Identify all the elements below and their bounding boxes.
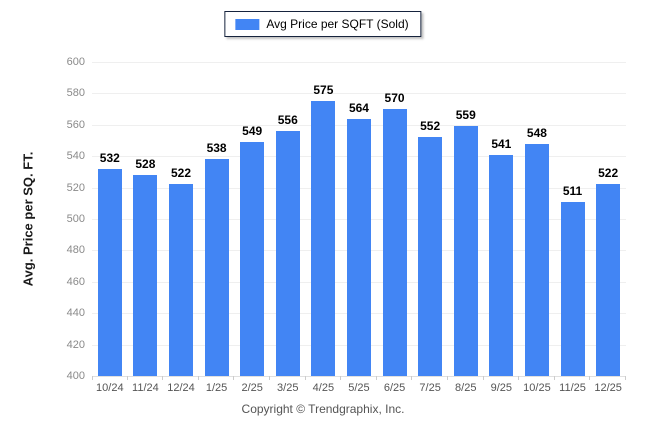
bar-cell: 522 12/24 <box>163 62 199 394</box>
x-axis-tick <box>446 376 448 380</box>
legend-label: Avg Price per SQFT (Sold) <box>266 17 409 31</box>
x-axis-tick <box>340 376 342 380</box>
bar-value-label: 528 <box>135 157 156 172</box>
y-tick-label: 420 <box>66 338 85 351</box>
y-axis-title: Avg. Price per SQ. FT. <box>20 151 36 287</box>
x-axis-tick <box>482 376 484 380</box>
y-tick-label: 520 <box>66 181 85 194</box>
gridline <box>92 93 626 95</box>
bar-cell: 549 2/25 <box>234 62 270 394</box>
bar-value-label: 556 <box>277 113 298 128</box>
bar <box>524 143 549 376</box>
y-tick-label: 440 <box>66 307 85 320</box>
bar-cell: 556 3/25 <box>270 62 306 394</box>
copyright-text: Copyright © Trendgraphix, Inc. <box>241 402 405 416</box>
bar-value-label: 575 <box>313 83 334 98</box>
bar <box>382 109 407 376</box>
plot-area: 400 420 440 460 480 500 520 540 560 580 600 532 10/2… <box>67 56 626 394</box>
x-tick-label: 3/25 <box>277 382 299 394</box>
x-tick-label: 11/24 <box>132 382 159 394</box>
x-axis-tick <box>624 376 626 380</box>
y-tick-label: 560 <box>66 118 85 131</box>
x-tick-label: 2/25 <box>241 382 263 394</box>
bar <box>560 201 585 376</box>
bar-value-label: 564 <box>348 100 369 115</box>
x-tick-label: 10/25 <box>523 382 551 394</box>
bars-row: 532 10/24 528 11/24 522 12/24 538 1/25 549 2/25 55… <box>92 62 626 394</box>
bar <box>133 175 158 376</box>
x-tick-label: 8/25 <box>455 382 477 394</box>
legend: Avg Price per SQFT (Sold) <box>224 11 422 37</box>
x-tick-label: 4/25 <box>312 382 335 394</box>
bar-cell: 511 11/25 <box>555 62 591 394</box>
bar <box>97 168 122 376</box>
bar-value-label: 541 <box>491 136 512 151</box>
bar <box>204 159 229 376</box>
bar <box>453 126 478 376</box>
bar-cell: 570 6/25 <box>377 62 413 394</box>
y-tick-label: 400 <box>66 370 85 382</box>
x-axis-tick <box>126 376 128 380</box>
x-axis-tick <box>553 376 555 380</box>
y-tick-label: 540 <box>66 150 85 163</box>
gridline <box>92 376 626 377</box>
bar <box>168 184 193 376</box>
bar <box>346 118 371 376</box>
bar <box>275 131 300 376</box>
x-tick-label: 5/25 <box>348 382 370 394</box>
bar-value-label: 549 <box>242 124 263 139</box>
bar-cell: 541 9/25 <box>484 62 520 394</box>
x-axis-tick <box>92 376 93 380</box>
x-axis-tick <box>233 376 235 380</box>
x-tick-label: 10/24 <box>96 382 124 394</box>
bar-cell: 538 1/25 <box>199 62 235 394</box>
bar-value-label: 522 <box>170 166 191 181</box>
bar-value-label: 559 <box>455 108 476 123</box>
bar-cell: 532 10/24 <box>92 62 128 394</box>
x-axis-tick <box>518 376 520 380</box>
bar-cell: 528 11/24 <box>128 62 164 394</box>
x-tick-label: 12/24 <box>167 382 195 394</box>
bar <box>596 184 621 376</box>
y-tick-label: 460 <box>66 275 85 288</box>
bar-cell: 564 5/25 <box>341 62 377 394</box>
bar <box>240 142 265 376</box>
x-tick-label: 6/25 <box>383 382 406 394</box>
bar-value-label: 532 <box>99 150 120 165</box>
x-axis-tick <box>304 376 306 380</box>
gridline <box>92 62 626 63</box>
x-tick-label: 7/25 <box>419 382 441 394</box>
y-tick-label: 480 <box>66 244 85 257</box>
bar-value-label: 522 <box>598 166 619 181</box>
x-tick-label: 1/25 <box>205 382 228 394</box>
bar-cell: 522 12/25 <box>590 62 626 394</box>
y-tick-label: 500 <box>66 213 85 225</box>
bar-value-label: 538 <box>206 141 227 156</box>
x-axis-tick <box>162 376 164 380</box>
bar <box>418 137 443 376</box>
x-tick-label: 12/25 <box>594 382 622 394</box>
x-axis-tick <box>268 376 270 380</box>
bar-value-label: 548 <box>526 125 547 140</box>
x-axis-tick <box>375 376 377 380</box>
x-axis-tick <box>411 376 413 380</box>
x-axis-tick <box>197 376 199 380</box>
x-tick-label: 9/25 <box>490 382 513 394</box>
bar-cell: 559 8/25 <box>448 62 484 394</box>
bar-cell: 548 10/25 <box>519 62 555 394</box>
x-tick-label: 11/25 <box>559 382 586 394</box>
bar <box>489 154 514 376</box>
legend-swatch <box>235 18 260 30</box>
x-axis-tick <box>589 376 591 380</box>
bar-value-label: 570 <box>384 91 405 106</box>
bar-cell: 552 7/25 <box>412 62 448 394</box>
y-tick-label: 580 <box>66 87 85 100</box>
y-tick-label: 600 <box>66 56 85 68</box>
bar-value-label: 552 <box>420 119 441 134</box>
bar <box>311 101 336 376</box>
bar-value-label: 511 <box>562 183 583 198</box>
bar-cell: 575 4/25 <box>306 62 342 394</box>
